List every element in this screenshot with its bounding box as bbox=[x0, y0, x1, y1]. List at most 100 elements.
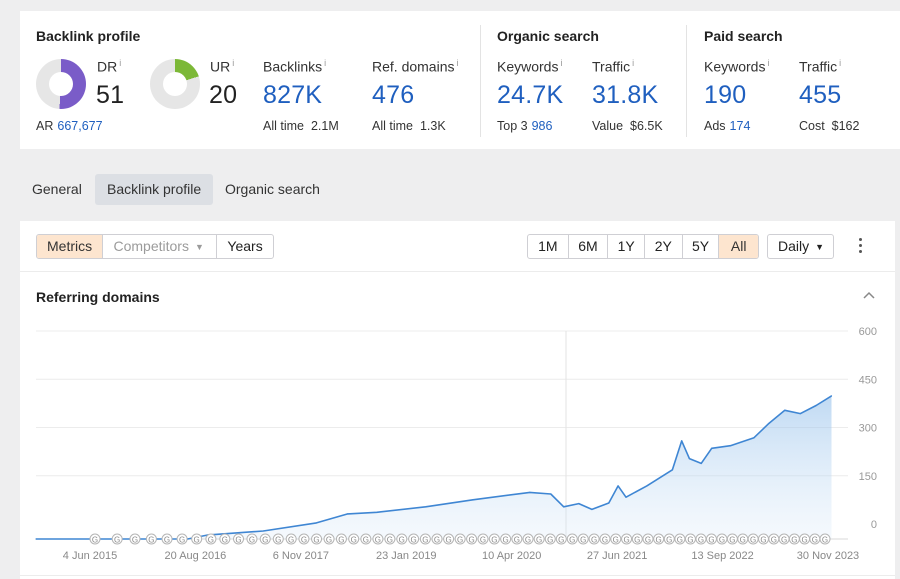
google-update-marker[interactable] bbox=[477, 533, 489, 545]
google-update-marker[interactable] bbox=[653, 533, 665, 545]
google-update-icon: G bbox=[558, 536, 564, 545]
info-icon[interactable]: i bbox=[560, 58, 563, 68]
info-icon[interactable]: i bbox=[232, 58, 235, 68]
tab-general[interactable]: General bbox=[32, 181, 82, 197]
google-update-marker[interactable] bbox=[205, 533, 217, 545]
tab-backlink-profile[interactable]: Backlink profile bbox=[95, 174, 214, 205]
google-update-marker[interactable] bbox=[111, 533, 123, 545]
range-button-all[interactable]: All bbox=[719, 235, 758, 258]
google-update-marker[interactable] bbox=[298, 533, 310, 545]
google-update-marker[interactable] bbox=[396, 533, 408, 545]
more-options-icon[interactable] bbox=[856, 238, 864, 256]
google-update-marker[interactable] bbox=[259, 533, 271, 545]
google-update-icon: G bbox=[235, 536, 241, 545]
google-update-marker[interactable] bbox=[408, 533, 420, 545]
google-update-marker[interactable] bbox=[577, 533, 589, 545]
google-update-marker[interactable] bbox=[454, 533, 466, 545]
competitors-toggle-button[interactable]: Competitors ▼ bbox=[103, 235, 218, 258]
google-update-marker[interactable] bbox=[129, 533, 141, 545]
x-tick-label: 6 Nov 2017 bbox=[273, 550, 329, 562]
range-button-5y[interactable]: 5Y bbox=[683, 235, 720, 258]
google-update-marker[interactable] bbox=[631, 533, 643, 545]
google-update-marker[interactable] bbox=[544, 533, 556, 545]
google-update-marker[interactable] bbox=[466, 533, 478, 545]
google-update-marker[interactable] bbox=[663, 533, 675, 545]
google-update-marker[interactable] bbox=[372, 533, 384, 545]
organic-keywords-value[interactable]: 24.7K bbox=[497, 81, 564, 109]
paid-search-title: Paid search bbox=[704, 28, 783, 44]
google-update-marker[interactable] bbox=[684, 533, 696, 545]
google-update-marker[interactable] bbox=[285, 533, 297, 545]
google-update-marker[interactable] bbox=[555, 533, 567, 545]
info-icon[interactable]: i bbox=[767, 58, 770, 68]
google-update-marker[interactable] bbox=[191, 533, 203, 545]
google-update-marker[interactable] bbox=[161, 533, 173, 545]
google-update-marker[interactable] bbox=[522, 533, 534, 545]
google-update-marker[interactable] bbox=[272, 533, 284, 545]
google-update-marker[interactable] bbox=[443, 533, 455, 545]
data-point bbox=[563, 506, 565, 508]
dr-label[interactable]: DR i bbox=[97, 58, 122, 75]
range-button-1m[interactable]: 1M bbox=[528, 235, 569, 258]
google-update-marker[interactable] bbox=[599, 533, 611, 545]
backlinks-value[interactable]: 827K bbox=[263, 81, 323, 109]
google-update-marker[interactable] bbox=[533, 533, 545, 545]
ads-value-link[interactable]: 174 bbox=[729, 119, 751, 133]
google-update-icon: G bbox=[771, 536, 777, 545]
ar-value-link[interactable]: 667,677 bbox=[57, 119, 103, 133]
google-update-marker[interactable] bbox=[500, 533, 512, 545]
collapse-chevron-icon[interactable] bbox=[863, 290, 875, 300]
info-icon[interactable]: i bbox=[119, 58, 122, 68]
metrics-toggle-button[interactable]: Metrics bbox=[37, 235, 104, 258]
google-update-marker[interactable] bbox=[488, 533, 500, 545]
organic-traffic-label[interactable]: Traffic i bbox=[592, 58, 635, 75]
google-update-marker[interactable] bbox=[621, 533, 633, 545]
info-icon[interactable]: i bbox=[839, 58, 842, 68]
google-update-marker[interactable] bbox=[348, 533, 360, 545]
backlinks-label[interactable]: Backlinks i bbox=[263, 58, 327, 75]
info-icon[interactable]: i bbox=[324, 58, 327, 68]
organic-traffic-value[interactable]: 31.8K bbox=[592, 81, 659, 109]
range-button-2y[interactable]: 2Y bbox=[645, 235, 683, 258]
google-update-marker[interactable] bbox=[431, 533, 443, 545]
google-update-marker[interactable] bbox=[89, 533, 101, 545]
range-button-1y[interactable]: 1Y bbox=[608, 235, 645, 258]
paid-traffic-label[interactable]: Traffic i bbox=[799, 58, 842, 75]
organic-keywords-label[interactable]: Keywords i bbox=[497, 58, 563, 75]
google-update-marker[interactable] bbox=[145, 533, 157, 545]
x-tick-label: 4 Jun 2015 bbox=[63, 550, 117, 562]
google-update-marker[interactable] bbox=[335, 533, 347, 545]
google-update-marker[interactable] bbox=[360, 533, 372, 545]
ref-domains-label[interactable]: Ref. domains i bbox=[372, 58, 459, 75]
google-update-marker[interactable] bbox=[219, 533, 231, 545]
google-update-marker[interactable] bbox=[233, 533, 245, 545]
ref-domains-value[interactable]: 476 bbox=[372, 81, 415, 109]
tab-organic-search[interactable]: Organic search bbox=[225, 181, 320, 197]
info-icon[interactable]: i bbox=[456, 58, 459, 68]
info-icon[interactable]: i bbox=[632, 58, 635, 68]
google-update-marker[interactable] bbox=[176, 533, 188, 545]
paid-keywords-label[interactable]: Keywords i bbox=[704, 58, 770, 75]
google-update-marker[interactable] bbox=[323, 533, 335, 545]
google-update-icon: G bbox=[422, 536, 428, 545]
google-update-marker[interactable] bbox=[384, 533, 396, 545]
series-line[interactable] bbox=[36, 395, 832, 540]
google-update-marker[interactable] bbox=[311, 533, 323, 545]
google-update-marker[interactable] bbox=[419, 533, 431, 545]
top3-value-link[interactable]: 986 bbox=[531, 119, 553, 133]
paid-keywords-value[interactable]: 190 bbox=[704, 81, 747, 109]
ur-label[interactable]: UR i bbox=[210, 58, 235, 75]
google-update-marker[interactable] bbox=[511, 533, 523, 545]
google-update-marker[interactable] bbox=[642, 533, 654, 545]
granularity-dropdown[interactable]: Daily ▼ bbox=[767, 234, 834, 259]
google-update-marker[interactable] bbox=[566, 533, 578, 545]
google-update-marker[interactable] bbox=[819, 533, 831, 545]
paid-traffic-value[interactable]: 455 bbox=[799, 81, 842, 109]
google-update-marker[interactable] bbox=[674, 533, 686, 545]
years-toggle-button[interactable]: Years bbox=[227, 238, 263, 254]
range-button-6m[interactable]: 6M bbox=[569, 235, 609, 258]
google-update-marker[interactable] bbox=[588, 533, 600, 545]
google-update-marker[interactable] bbox=[610, 533, 622, 545]
google-update-marker[interactable] bbox=[246, 533, 258, 545]
